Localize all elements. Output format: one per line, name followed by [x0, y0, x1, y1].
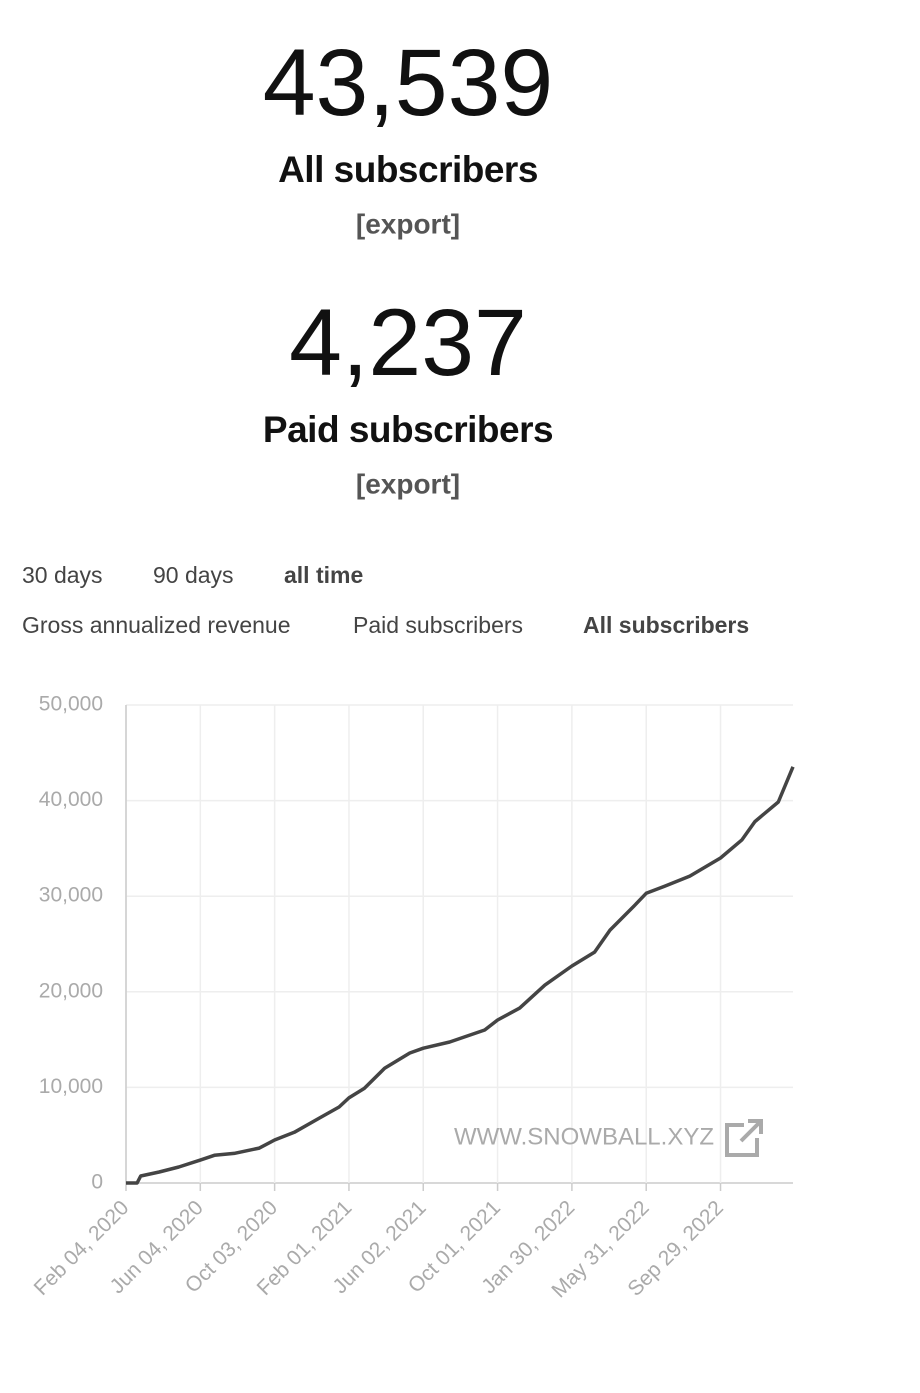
icon-box [725, 1123, 759, 1157]
stat-value: 4,237 [289, 290, 527, 396]
metric-tab[interactable]: Gross annualized revenue [22, 612, 291, 638]
data-line [126, 766, 795, 1185]
range-tab[interactable]: 90 days [153, 562, 234, 588]
y-tick-label: 10,000 [39, 1075, 103, 1098]
y-tick-label: 0 [91, 1171, 103, 1194]
external-link-icon[interactable] [725, 1119, 763, 1157]
stat-label: All subscribers [278, 149, 538, 190]
y-tick-label: 40,000 [39, 788, 103, 811]
export-link[interactable]: [export] [356, 208, 460, 239]
y-tick-label: 20,000 [39, 979, 103, 1002]
range-tab[interactable]: 30 days [22, 562, 103, 588]
stat-value: 43,539 [263, 30, 554, 136]
y-tick-label: 30,000 [39, 884, 103, 907]
metric-tab[interactable]: Paid subscribers [353, 612, 523, 638]
y-tick-label: 50,000 [39, 693, 103, 716]
watermark: WWW.SNOWBALL.XYZ [454, 1123, 714, 1150]
range-tab[interactable]: all time [284, 562, 363, 588]
icon-arrow [739, 1119, 763, 1143]
stat-label: Paid subscribers [263, 409, 553, 450]
metric-tab[interactable]: All subscribers [583, 612, 749, 638]
export-link[interactable]: [export] [356, 468, 460, 499]
